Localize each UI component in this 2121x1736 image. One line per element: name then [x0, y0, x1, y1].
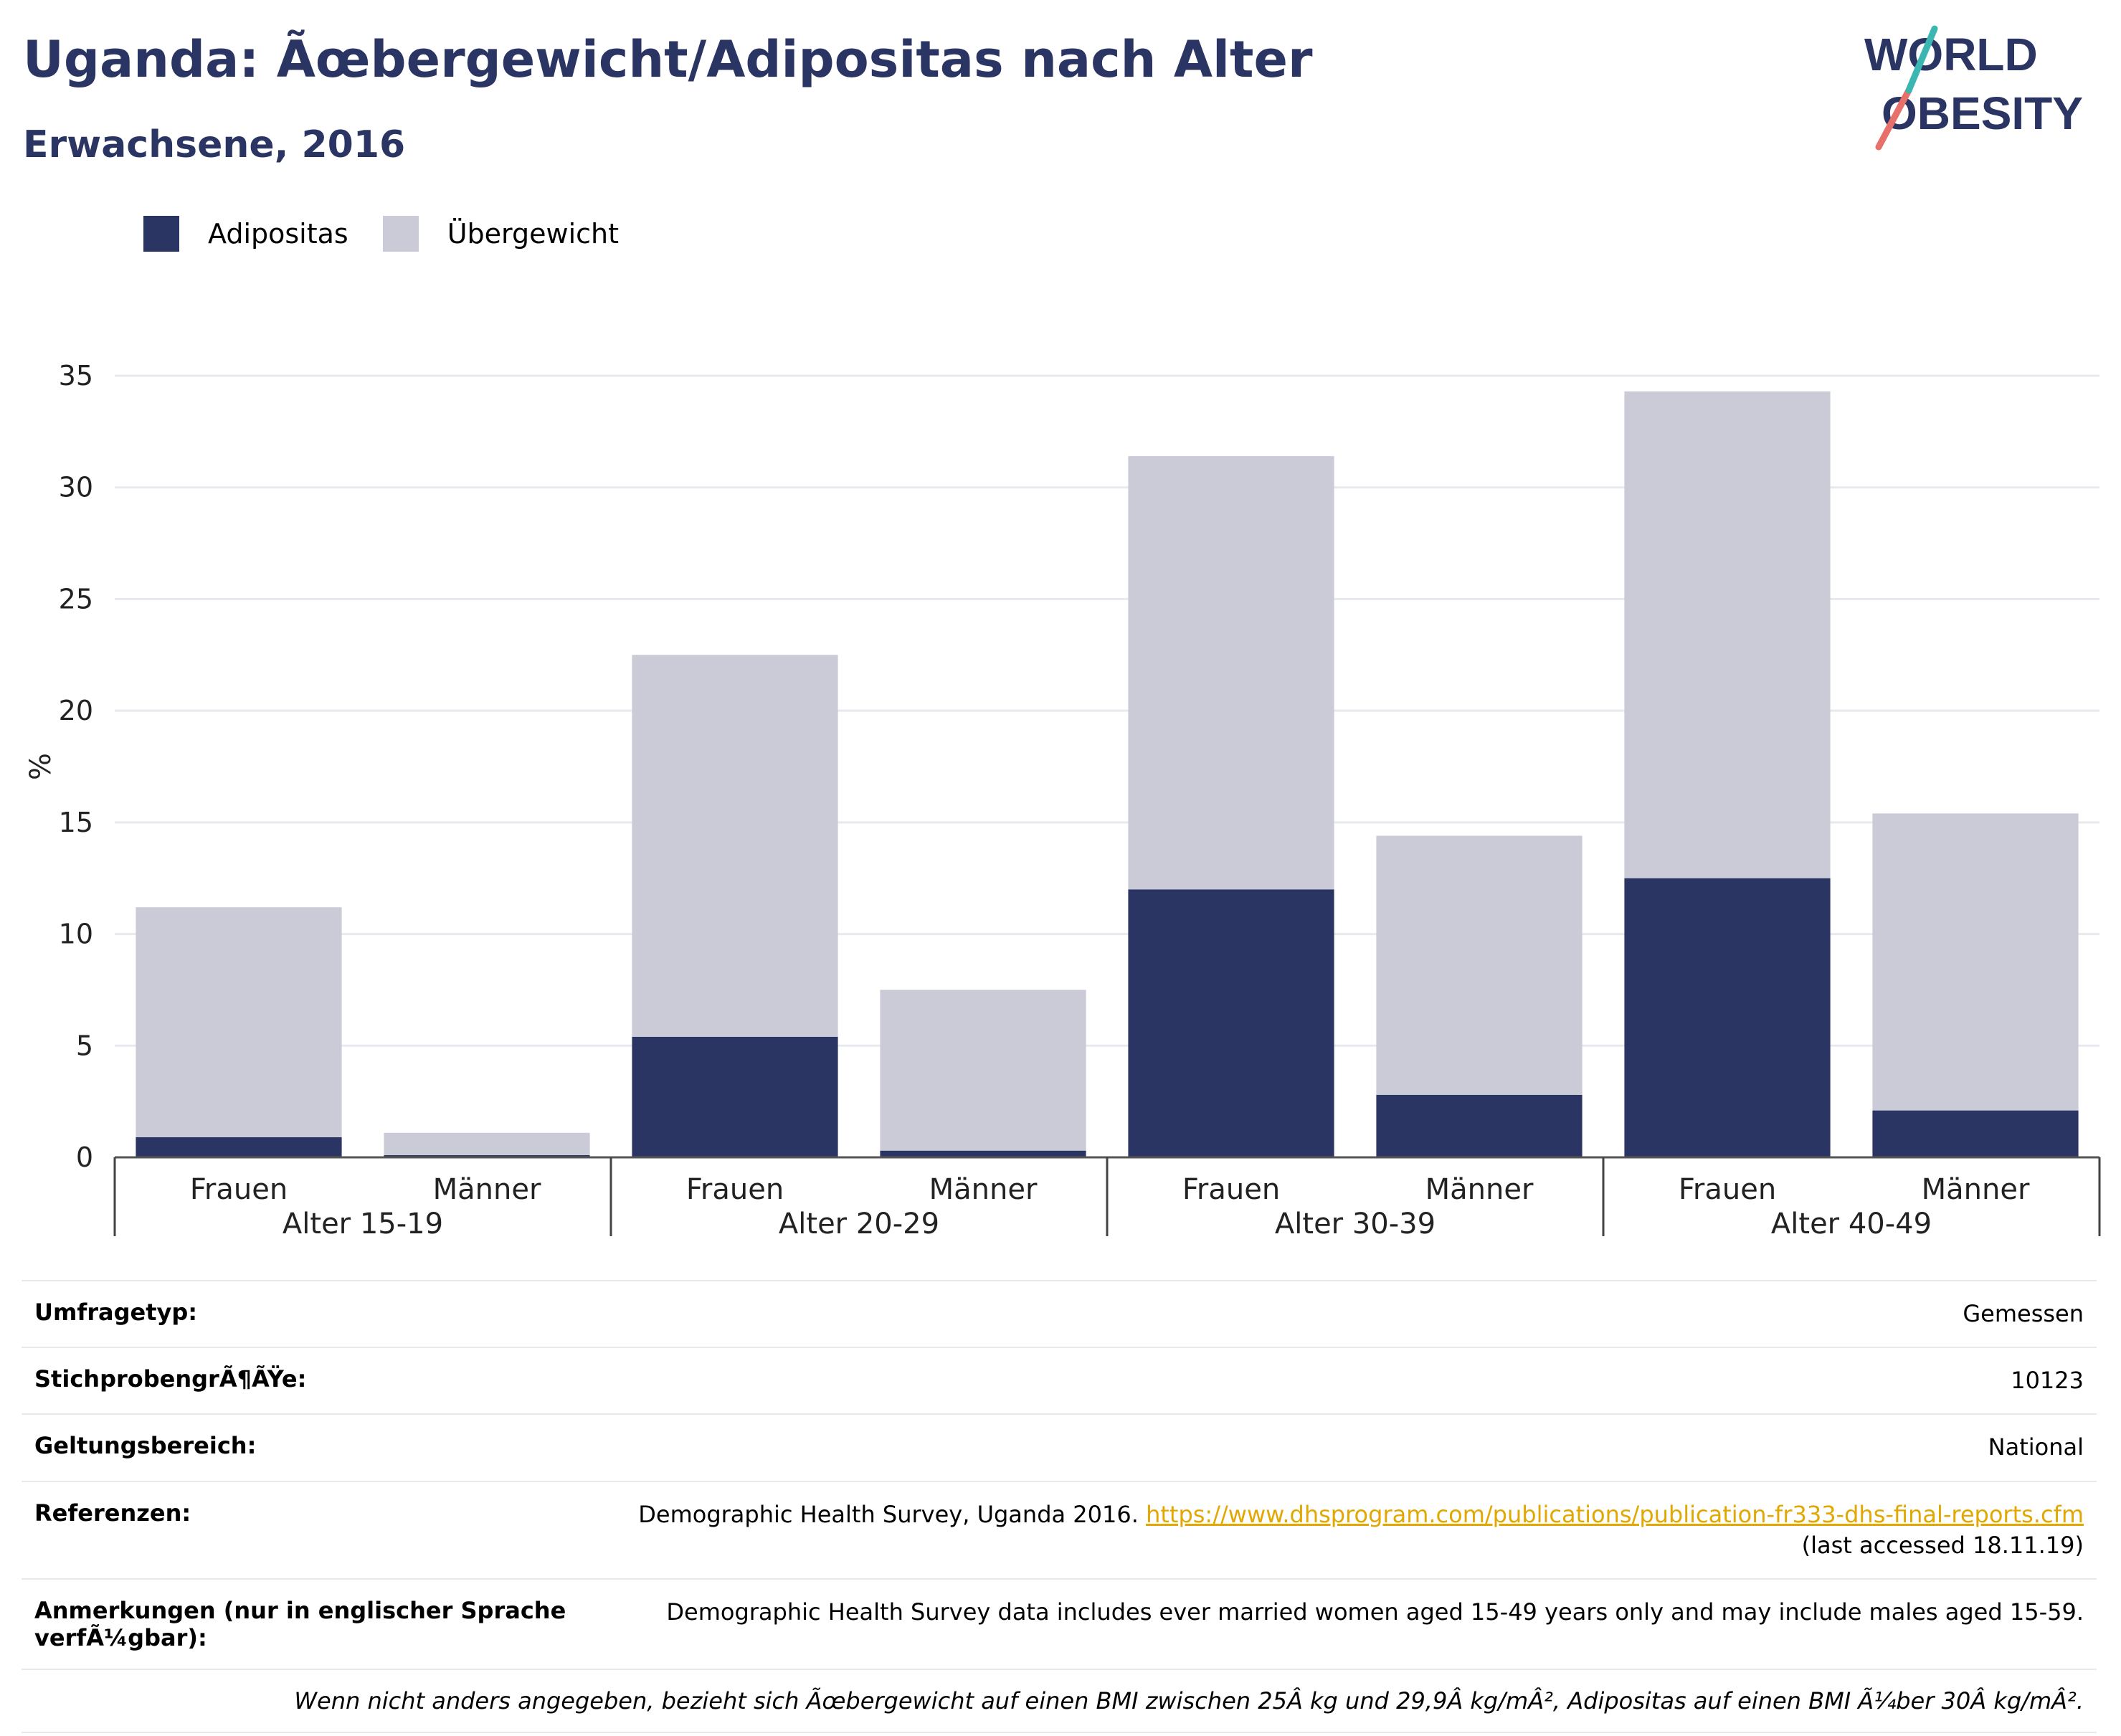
- bar-uebergewicht: [632, 655, 838, 1037]
- chart-subtitle: Erwachsene, 2016: [23, 123, 406, 166]
- meta-row-scope: Geltungsbereich: National: [22, 1413, 2097, 1480]
- meta-row-survey-type: Umfragetyp: Gemessen: [22, 1280, 2097, 1347]
- logo-line-1: WORLD: [1864, 29, 2038, 80]
- y-tick-label: 35: [59, 360, 93, 392]
- scope-value: National: [1988, 1433, 2084, 1461]
- bar-uebergewicht: [384, 1132, 590, 1155]
- references-prefix: Demographic Health Survey, Uganda 2016.: [638, 1500, 1139, 1528]
- logo-line-2: OBESITY: [1882, 87, 2083, 139]
- footnote: Wenn nicht anders angegeben, bezieht sic…: [22, 1668, 2097, 1733]
- legend-label-adipositas: Adipositas: [208, 218, 348, 250]
- y-tick-label: 10: [59, 919, 93, 950]
- bar-adipositas: [1376, 1094, 1583, 1157]
- bar-adipositas: [880, 1150, 1086, 1157]
- chart-title: Uganda: Ãœbergewicht/Adipositas nach Alt…: [23, 30, 1313, 89]
- notes-label: Anmerkungen (nur in englischer Sprache v…: [34, 1596, 566, 1651]
- legend-swatch-adipositas: [143, 216, 179, 252]
- y-tick-label: 30: [59, 472, 93, 503]
- x-category-label: Frauen: [1182, 1173, 1280, 1206]
- scope-label: Geltungsbereich:: [34, 1432, 257, 1460]
- x-group-label: Alter 20-29: [779, 1208, 939, 1241]
- x-group-label: Alter 40-49: [1771, 1208, 1932, 1241]
- meta-row-notes: Anmerkungen (nur in englischer Sprache v…: [22, 1578, 2097, 1669]
- bar-uebergewicht: [880, 990, 1086, 1151]
- bar-adipositas: [632, 1036, 838, 1157]
- meta-row-references: Referenzen: Demographic Health Survey, U…: [22, 1480, 2097, 1578]
- notes-value: Demographic Health Survey data includes …: [666, 1598, 2084, 1626]
- x-category-label: Frauen: [1679, 1173, 1776, 1206]
- meta-row-sample-size: StichprobengrÃ¶ÃŸe: 10123: [22, 1347, 2097, 1413]
- legend: Adipositas Übergewicht: [143, 212, 653, 255]
- survey-type-label: Umfragetyp:: [34, 1299, 198, 1326]
- legend-swatch-uebergewicht: [382, 216, 419, 252]
- bar-adipositas: [384, 1154, 590, 1157]
- bar-uebergewicht: [1128, 456, 1334, 890]
- x-group-label: Alter 15-19: [283, 1208, 443, 1241]
- x-category-label: Frauen: [190, 1173, 288, 1206]
- bar-adipositas: [136, 1137, 342, 1157]
- bar-uebergewicht: [136, 907, 342, 1137]
- y-tick-label: 25: [59, 583, 93, 615]
- x-category-label: Männer: [929, 1173, 1038, 1206]
- metadata-table: Umfragetyp: Gemessen StichprobengrÃ¶ÃŸe:…: [22, 1280, 2097, 1733]
- stacked-bar-chart: 0 5 10 15 20 25 30 35% Frauen Männer Frauen Männer F…: [24, 360, 2101, 1241]
- legend-item-adipositas: Adipositas: [143, 216, 348, 252]
- bar-uebergewicht: [1376, 835, 1583, 1095]
- sample-size-label: StichprobengrÃ¶ÃŸe:: [34, 1365, 307, 1393]
- x-category-label: Männer: [1922, 1173, 2030, 1206]
- x-category-label: Frauen: [686, 1173, 784, 1206]
- survey-type-value: Gemessen: [1963, 1300, 2084, 1327]
- y-axis-label: %: [24, 753, 57, 780]
- bar-adipositas: [1872, 1110, 2079, 1157]
- bar-adipositas: [1624, 878, 1831, 1157]
- sample-size-value: 10123: [2011, 1367, 2084, 1395]
- y-tick-label: 5: [76, 1030, 93, 1061]
- references-link[interactable]: https://www.dhsprogram.com/publications/…: [1146, 1500, 2084, 1528]
- y-tick-label: 20: [59, 695, 93, 726]
- x-category-label: Männer: [433, 1173, 541, 1206]
- bar-adipositas: [1128, 889, 1334, 1157]
- legend-label-uebergewicht: Übergewicht: [447, 218, 619, 250]
- bar-uebergewicht: [1624, 391, 1831, 878]
- y-tick-label: 0: [76, 1142, 93, 1173]
- x-group-label: Alter 30-39: [1275, 1208, 1436, 1241]
- x-category-label: Männer: [1425, 1173, 1534, 1206]
- y-tick-label: 15: [59, 807, 93, 838]
- world-obesity-logo: WORLD OBESITY: [1864, 25, 2083, 151]
- references-label: Referenzen:: [34, 1499, 191, 1527]
- bar-uebergewicht: [1872, 813, 2079, 1111]
- references-value: Demographic Health Survey, Uganda 2016. …: [579, 1499, 2084, 1561]
- references-suffix: (last accessed 18.11.19): [1801, 1531, 2084, 1559]
- legend-item-uebergewicht: Übergewicht: [382, 216, 619, 252]
